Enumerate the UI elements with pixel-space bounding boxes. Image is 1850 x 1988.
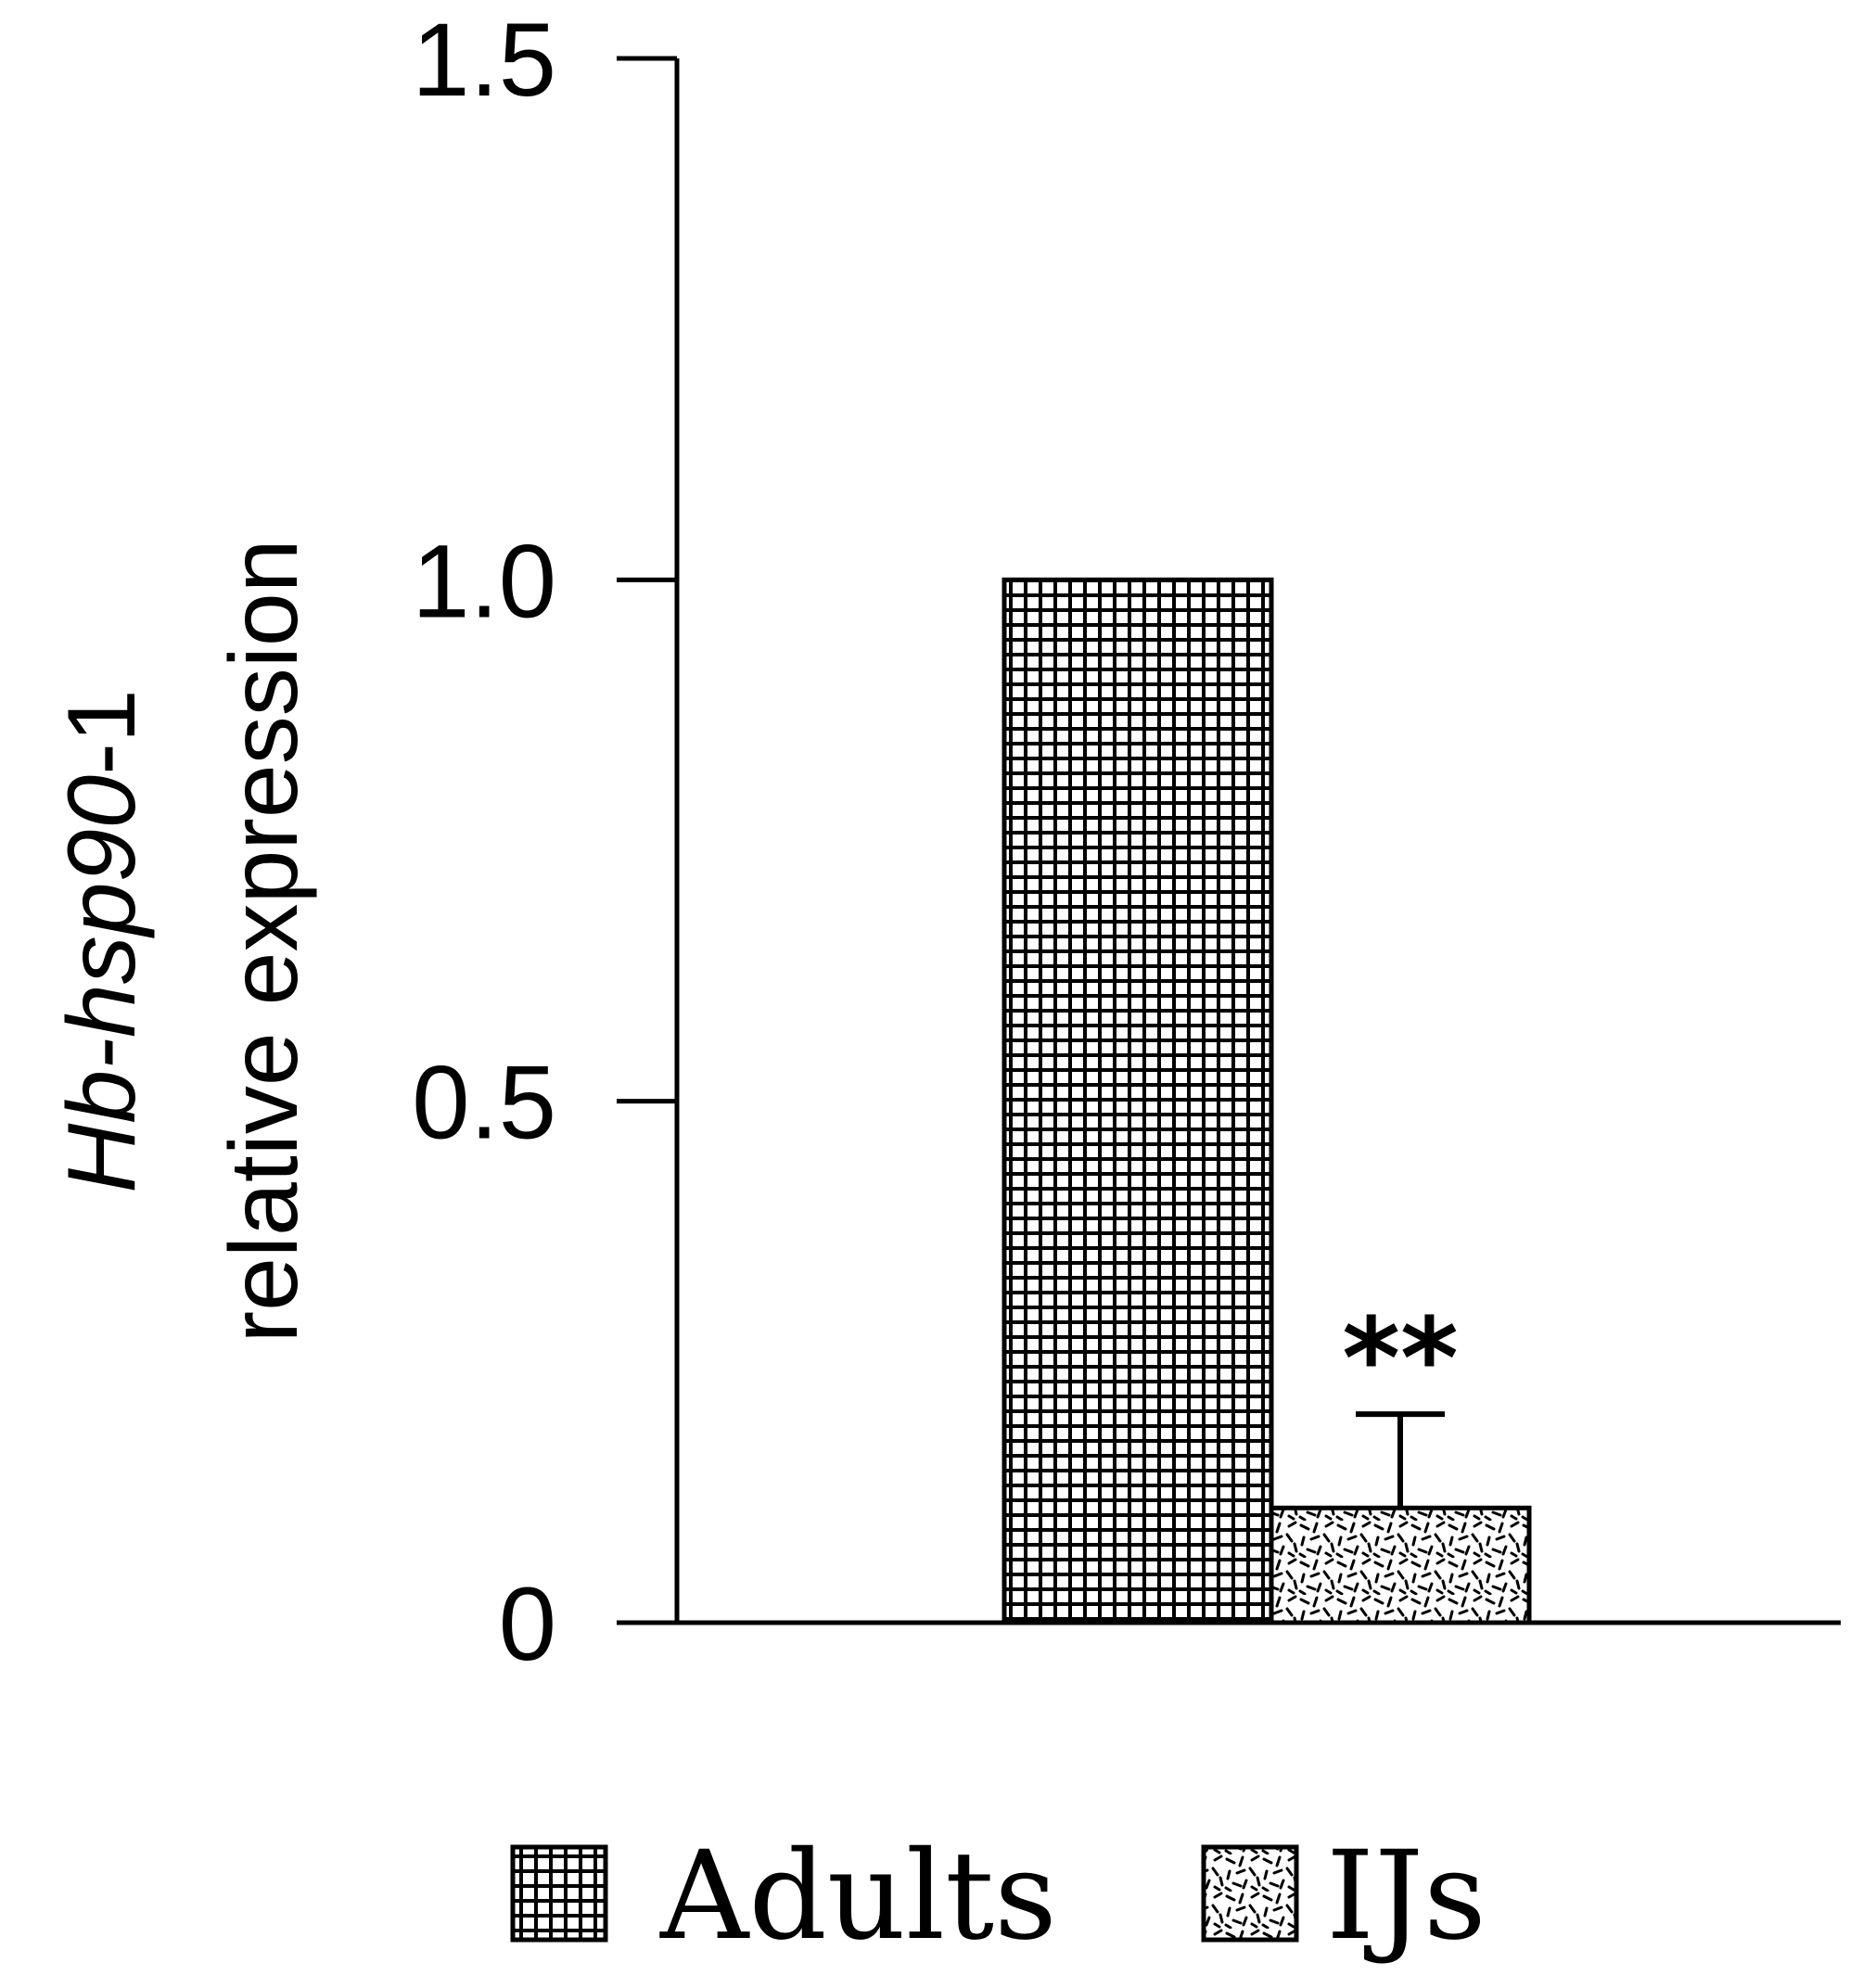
legend-swatch-ijs [1201,1844,1299,1943]
legend-label-ijs: IJs [1326,1825,1486,1968]
bar-adults [1002,577,1274,1625]
legend-swatch-adults [510,1844,608,1943]
bar-ijs [1269,1505,1532,1625]
y-axis-title-line2: relative expression [211,539,318,1343]
significance-marker: ** [1342,1295,1459,1424]
bars: ** [1002,577,1532,1625]
legend: Adults IJs [510,1825,1486,1968]
y-tick-label-2: 1.0 [412,523,556,639]
y-tick-label-3: 1.5 [412,2,556,118]
y-tick-label-0: 0 [499,1566,556,1682]
y-tick-label-1: 0.5 [412,1045,556,1161]
y-axis-title: Hb-hsp90-1 relative expression [48,539,318,1343]
y-axis-title-line1: Hb-hsp90-1 [48,689,156,1192]
y-axis-ticks: 0 0.5 1.0 1.5 [412,2,677,1682]
legend-label-adults: Adults [659,1825,1057,1968]
